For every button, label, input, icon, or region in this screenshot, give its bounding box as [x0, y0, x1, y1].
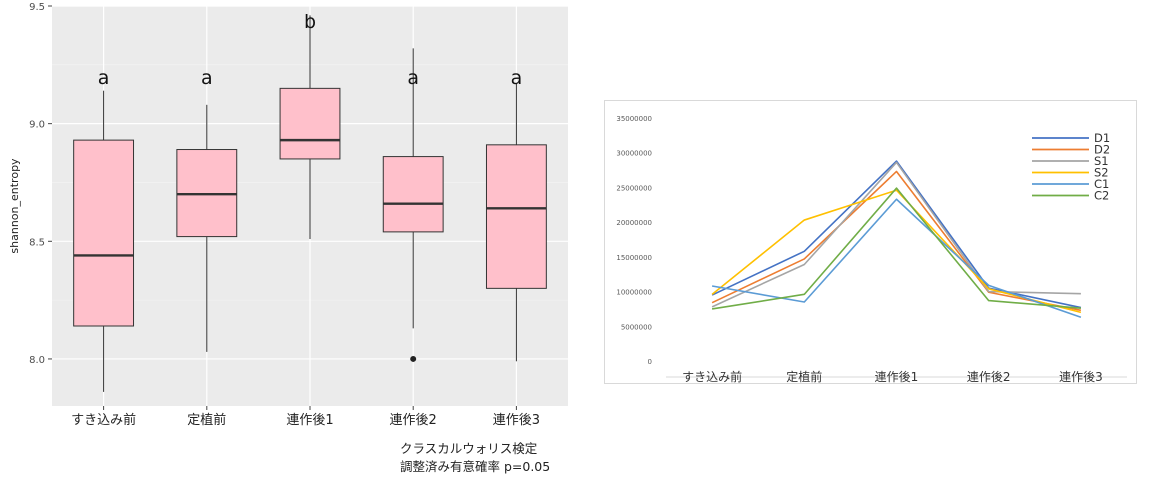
- y-tick-label: 5000000: [621, 323, 652, 331]
- series-line-c2: [711, 187, 1081, 310]
- legend-label: S2: [1094, 166, 1109, 180]
- y-tick-label: 8.5: [29, 237, 45, 248]
- x-tick-label: 連作後2: [390, 413, 437, 428]
- x-tick-label: すき込み前: [682, 369, 742, 384]
- box: [485, 144, 547, 289]
- box: [382, 156, 444, 233]
- linechart-panel: 0 5000000 10000000 15000000 20000000 25000000…: [604, 100, 1137, 384]
- x-tick-label: 定植前: [786, 369, 822, 384]
- legend-label: S1: [1094, 154, 1109, 168]
- box-group: [176, 104, 238, 352]
- significance-letter: a: [98, 67, 110, 89]
- series-line-c1: [711, 198, 1082, 319]
- x-tick-label: 連作後3: [493, 413, 540, 428]
- significance-letter: a: [201, 67, 213, 89]
- boxplot-chart: 8.0 8.5 9.0 9.5 a a b a a すき込み前 定植前 連作後1 連作後2 連作後3 sha…: [8, 2, 568, 474]
- y-axis-title: shannon_entropy: [8, 158, 21, 254]
- significance-letter: a: [511, 67, 523, 89]
- box: [73, 139, 135, 327]
- legend-label: C1: [1094, 177, 1109, 191]
- box-group: [279, 15, 341, 239]
- footnote-line2: 調整済み有意確率 p=0.05: [400, 459, 550, 474]
- y-tick-label: 10000000: [616, 289, 652, 297]
- y-tick-label: 35000000: [616, 115, 652, 123]
- y-tick-label: 8.0: [29, 355, 45, 366]
- legend-label: D1: [1094, 131, 1110, 145]
- x-tick-label: 連作後3: [1059, 370, 1103, 384]
- y-tick-label: 15000000: [616, 254, 652, 262]
- x-tick-label: 連作後1: [286, 413, 333, 428]
- significance-letter: b: [304, 11, 316, 33]
- significance-letter: a: [407, 67, 419, 89]
- box-group: [485, 83, 547, 362]
- x-tick-label: 連作後1: [875, 370, 919, 384]
- y-tick-label: 25000000: [616, 184, 652, 192]
- box-group: [382, 48, 444, 362]
- legend-label: C2: [1094, 189, 1109, 203]
- box: [279, 87, 341, 160]
- footnote-line1: クラスカルウォリス検定: [400, 441, 537, 456]
- x-tick-label: すき込み前: [71, 412, 136, 428]
- boxplot-panel: 8.0 8.5 9.0 9.5 a a b a a すき込み前 定植前 連作後1 連作後2 連作後3 sha…: [8, 2, 568, 474]
- legend-label: D2: [1094, 143, 1110, 157]
- series-line-d1: [711, 160, 1082, 309]
- y-tick-label: 0: [648, 358, 652, 366]
- box-group: [73, 90, 135, 392]
- chart-frame: [604, 100, 1137, 384]
- x-tick-label: 定植前: [187, 412, 226, 428]
- y-tick-label: 20000000: [616, 219, 652, 227]
- outlier-point: [410, 355, 417, 362]
- y-tick-label: 9.5: [29, 2, 45, 13]
- series-line-s1: [711, 161, 1081, 308]
- linechart-chart: 0 5000000 10000000 15000000 20000000 25000000…: [604, 100, 1137, 384]
- x-tick-label: 連作後2: [967, 370, 1011, 384]
- series-line-d2: [711, 170, 1082, 312]
- y-tick-label: 30000000: [616, 150, 652, 158]
- y-tick-label: 9.0: [29, 120, 45, 131]
